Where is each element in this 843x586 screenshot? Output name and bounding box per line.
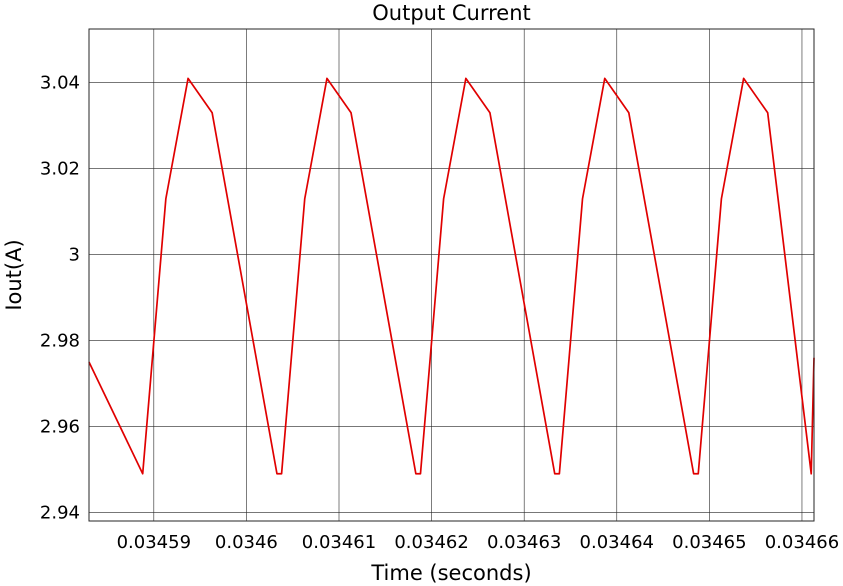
x-tick-label: 0.03461 [302, 532, 376, 553]
y-axis-ticks: 2.94 2.96 2.98 3 3.02 3.04 [40, 73, 80, 524]
x-tick-label: 0.03459 [117, 532, 191, 553]
x-tick-label: 0.03464 [580, 532, 654, 553]
plot-frame [88, 28, 815, 522]
x-tick-label: 0.03463 [487, 532, 561, 553]
plot-border [88, 28, 815, 522]
x-tick-label: 0.03465 [672, 532, 746, 553]
y-tick-label: 2.94 [40, 502, 80, 523]
x-grid [153, 29, 803, 521]
x-axis-label: Time (seconds) [370, 561, 531, 585]
y-tick-label: 3.02 [40, 159, 80, 180]
plot-area [88, 28, 815, 522]
x-tick-label: 0.03462 [394, 532, 468, 553]
chart-title: Output Current [372, 1, 531, 25]
y-grid [89, 82, 814, 513]
y-tick-label: 2.96 [40, 416, 80, 437]
series-line [88, 77, 815, 475]
y-tick-label: 3.04 [40, 73, 80, 94]
y-tick-label: 3 [69, 245, 80, 266]
series-layer [88, 77, 815, 475]
x-axis-ticks: 0.03459 0.0346 0.03461 0.03462 0.03463 0.0346… [117, 532, 840, 553]
y-axis-label: Iout(A) [2, 239, 26, 310]
x-tick-label: 0.03466 [765, 532, 839, 553]
y-tick-label: 2.98 [40, 331, 80, 352]
x-tick-label: 0.0346 [215, 532, 278, 553]
